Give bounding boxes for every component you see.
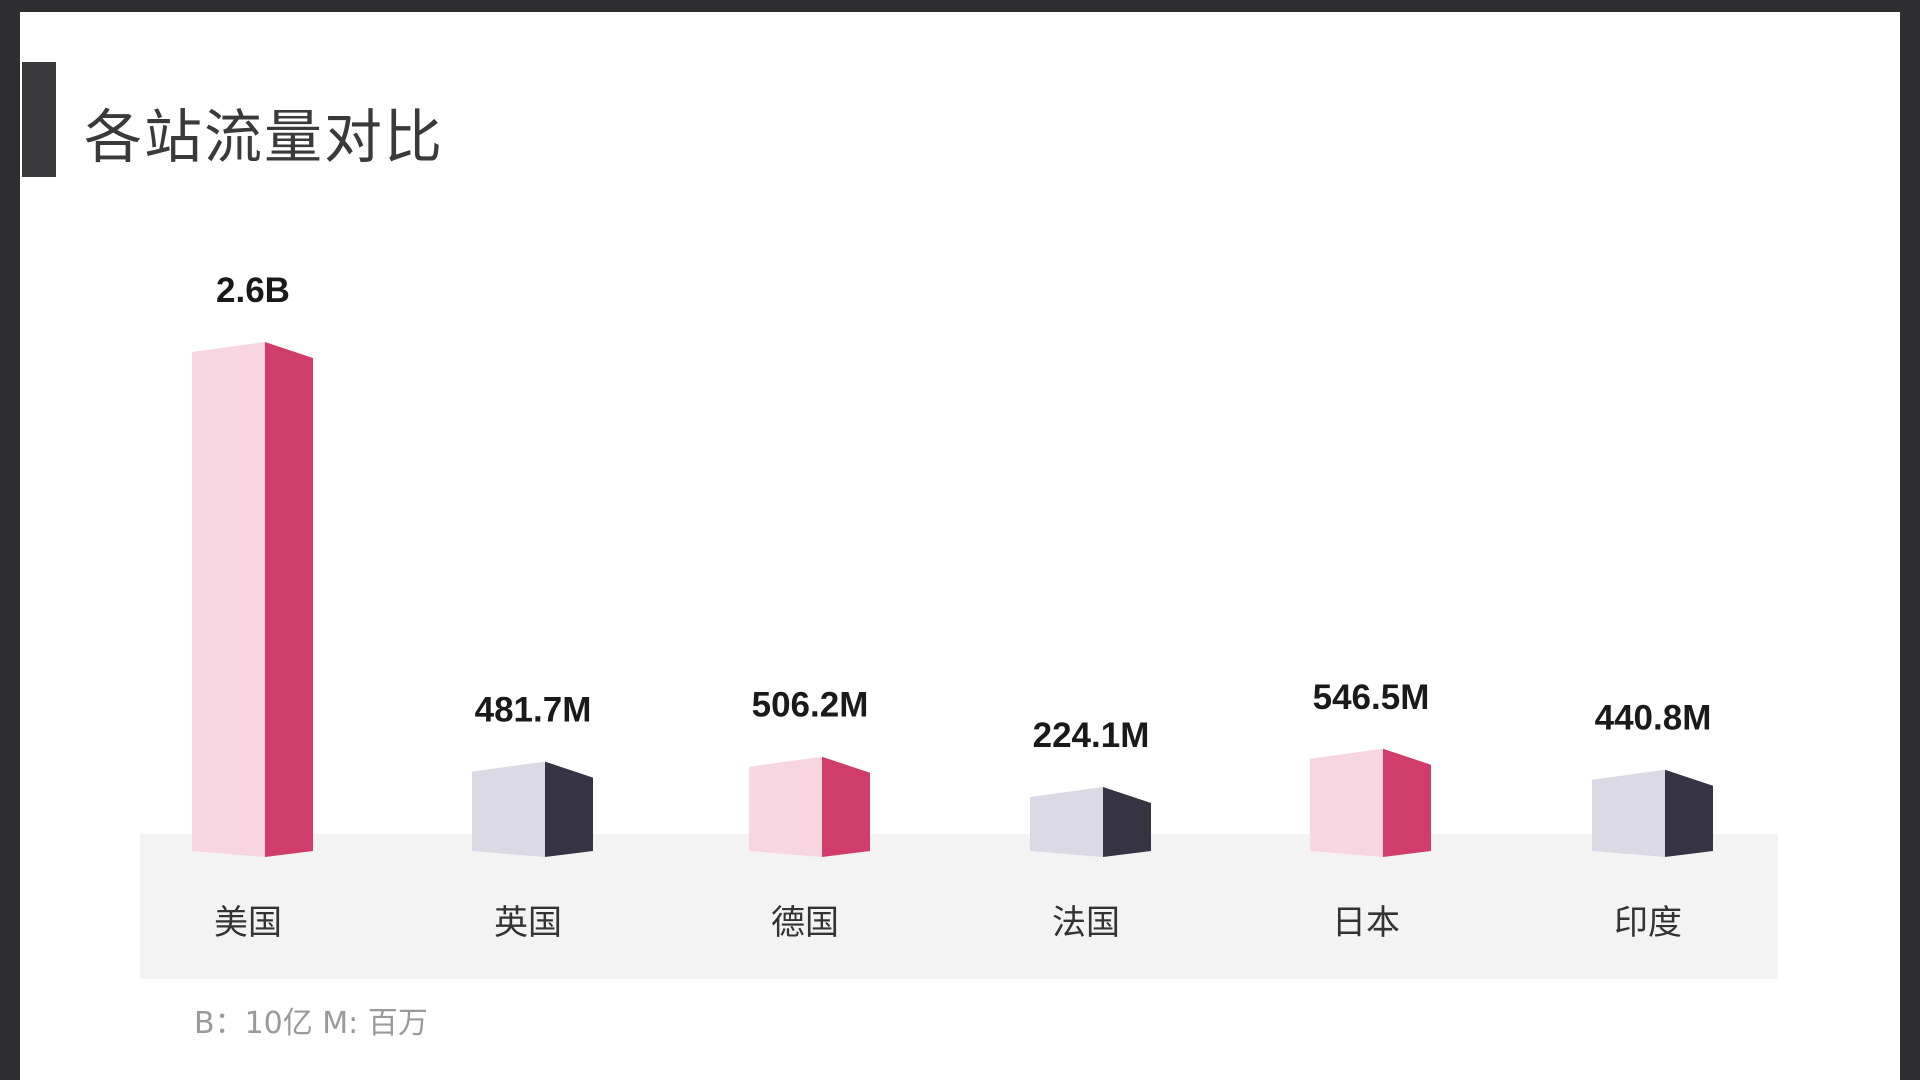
bar-3: 506.2M 德国	[749, 686, 870, 943]
category-label: 英国	[494, 903, 562, 943]
unit-note: B：10亿 M: 百万	[194, 1006, 428, 1041]
bar-chart: 2.6B 美国 481.7M 英国 506.2M 德国 224.1M 法国 546.5M 日本 44…	[140, 271, 1778, 979]
bar-value-label: 481.7M	[475, 691, 592, 730]
category-label: 美国	[214, 903, 282, 943]
title-accent-bar	[22, 62, 56, 177]
bar-side-face	[1383, 748, 1431, 857]
bar-front-face	[1592, 769, 1665, 857]
bar-side-face	[265, 342, 313, 857]
bar-value-label: 546.5M	[1313, 678, 1430, 717]
bar-value-label: 440.8M	[1595, 699, 1712, 738]
bar-2: 481.7M 英国	[472, 691, 593, 943]
category-label: 法国	[1052, 903, 1120, 943]
bar-side-face	[545, 761, 593, 857]
bar-side-face	[1103, 787, 1151, 857]
bar-front-face	[1310, 748, 1383, 857]
bar-value-label: 506.2M	[752, 686, 869, 725]
bar-front-face	[1030, 787, 1103, 857]
bar-6: 440.8M 印度	[1592, 699, 1713, 943]
bar-value-label: 224.1M	[1033, 716, 1150, 755]
category-label: 日本	[1332, 903, 1400, 943]
bar-side-face	[1665, 769, 1713, 857]
bar-5: 546.5M 日本	[1310, 678, 1431, 943]
category-label: 印度	[1614, 903, 1682, 943]
chart-floor	[140, 834, 1778, 979]
slide: 各站流量对比 2.6B 美国 481.7M 英国 506.2M 德国 224.1M 法国 546…	[20, 12, 1900, 1080]
bar-front-face	[749, 756, 822, 857]
bar-4: 224.1M 法国	[1030, 716, 1151, 943]
bar-front-face	[472, 761, 545, 857]
bar-side-face	[822, 756, 870, 857]
bar-front-face	[192, 342, 265, 857]
bars-layer: 2.6B 美国 481.7M 英国 506.2M 德国 224.1M 法国 546.5M 日本 44…	[192, 271, 1713, 943]
bar-1: 2.6B 美国	[192, 271, 313, 943]
page-title: 各站流量对比	[84, 103, 445, 171]
bar-value-label: 2.6B	[216, 271, 290, 310]
category-label: 德国	[771, 903, 839, 943]
